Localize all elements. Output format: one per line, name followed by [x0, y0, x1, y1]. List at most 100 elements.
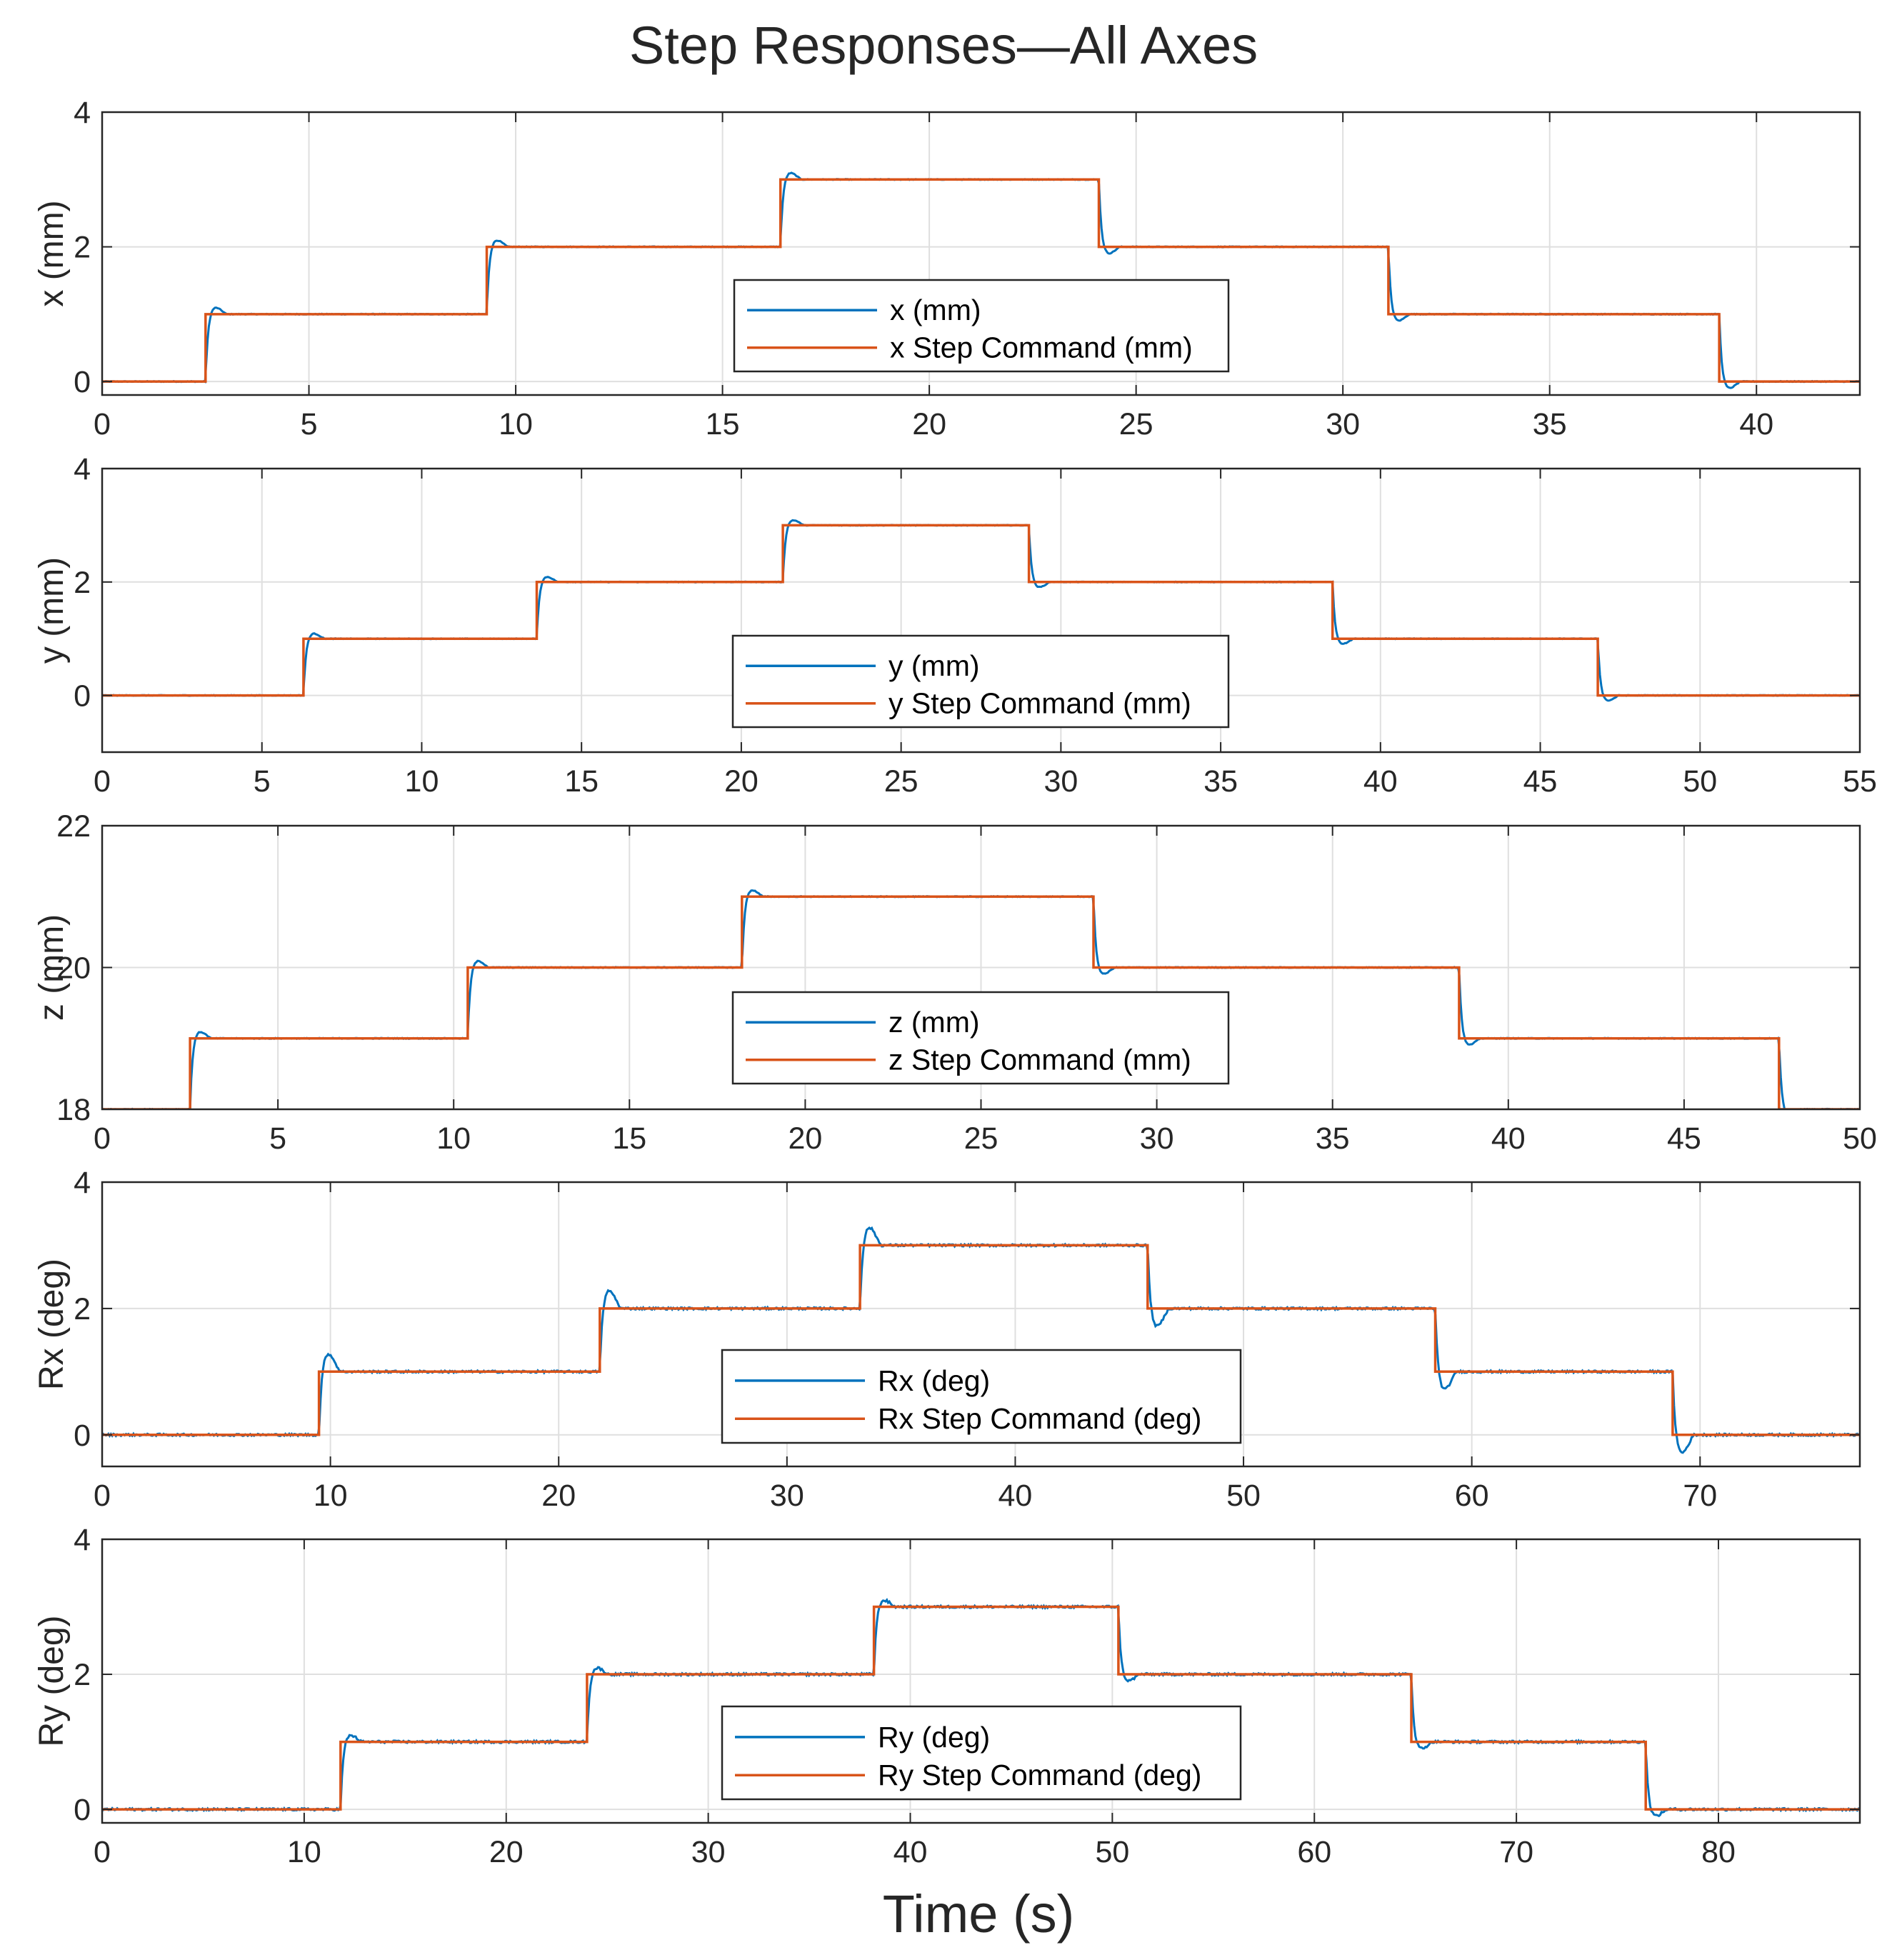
axes-box	[101, 467, 1861, 754]
y-tick-label: 18	[56, 1093, 91, 1127]
legend-label: Rx Step Command (deg)	[878, 1402, 1201, 1435]
x-tick-label: 30	[1326, 407, 1360, 441]
x-tick-label: 40	[1491, 1121, 1526, 1156]
legend: z (mm) z Step Command (mm)	[731, 991, 1230, 1085]
legend-label: y (mm)	[889, 649, 980, 682]
y-axis-label: z (mm)	[33, 914, 71, 1021]
axes-box	[101, 111, 1861, 396]
x-tick-label: 0	[94, 407, 111, 441]
x-tick-label: 0	[94, 1121, 111, 1156]
series-line-command	[102, 524, 1860, 697]
x-tick-label: 0	[94, 1835, 111, 1869]
x-tick-label: 35	[1203, 764, 1238, 799]
x-tick-label: 40	[998, 1479, 1033, 1513]
legend: Ry (deg) Ry Step Command (deg)	[721, 1705, 1242, 1801]
y-axis-label: Rx (deg)	[33, 1259, 71, 1390]
series-line-command	[102, 895, 1860, 1109]
x-tick-label: 70	[1499, 1835, 1533, 1869]
y-tick-label: 0	[74, 1419, 91, 1453]
legend-label: z Step Command (mm)	[889, 1044, 1191, 1076]
figure-title: Step Responses—All Axes	[629, 16, 1258, 75]
legend-label: Ry Step Command (deg)	[878, 1759, 1201, 1791]
series-line-command	[102, 1605, 1860, 1811]
y-tick-label: 2	[74, 1292, 91, 1326]
x-tick-label: 30	[770, 1479, 804, 1513]
y-tick-label: 4	[74, 1523, 91, 1557]
chart-panel-2: 0 5 10 15 20 25 30 35 40 45 50 55 0 2 4 y (mm) y (mm) y S…	[33, 452, 1877, 799]
x-tick-label: 5	[269, 1121, 286, 1156]
x-tick-label: 30	[691, 1835, 726, 1869]
legend-box	[731, 634, 1230, 729]
legend-label: x Step Command (mm)	[890, 331, 1193, 364]
x-tick-label: 50	[1683, 764, 1717, 799]
x-tick-label: 40	[1363, 764, 1398, 799]
y-tick-label: 0	[74, 679, 91, 714]
x-tick-label: 0	[94, 764, 111, 799]
axes-box	[101, 1538, 1861, 1824]
chart-panel-4: 0 10 20 30 40 50 60 70 0 2 4 Rx (deg) Rx (deg) Rx Ste…	[33, 1166, 1861, 1513]
chart-panel-1: 0 5 10 15 20 25 30 35 40 0 2 4 x (mm) x (mm) x Step Co…	[33, 96, 1861, 441]
x-tick-label: 20	[912, 407, 946, 441]
legend-label: Ry (deg)	[878, 1721, 990, 1754]
x-tick-label: 40	[1739, 407, 1773, 441]
x-tick-label: 10	[405, 764, 439, 799]
series-line-command	[102, 178, 1860, 383]
legend: x (mm) x Step Command (mm)	[733, 279, 1230, 373]
y-tick-label: 2	[74, 1658, 91, 1692]
x-tick-label: 20	[541, 1479, 576, 1513]
x-tick-label: 25	[1119, 407, 1153, 441]
x-tick-label: 70	[1683, 1479, 1717, 1513]
x-tick-label: 25	[884, 764, 919, 799]
x-tick-label: 35	[1533, 407, 1567, 441]
y-tick-label: 0	[74, 365, 91, 399]
x-tick-label: 10	[287, 1835, 321, 1869]
x-tick-label: 20	[489, 1835, 524, 1869]
legend: Rx (deg) Rx Step Command (deg)	[721, 1349, 1242, 1444]
y-axis-label: Ry (deg)	[33, 1615, 71, 1746]
legend-label: Rx (deg)	[878, 1364, 990, 1397]
x-tick-label: 5	[254, 764, 271, 799]
axes-box	[101, 1181, 1861, 1468]
legend-box	[721, 1349, 1242, 1444]
legend: y (mm) y Step Command (mm)	[731, 634, 1230, 729]
y-tick-label: 4	[74, 96, 91, 130]
x-tick-label: 15	[612, 1121, 646, 1156]
legend-box	[721, 1705, 1242, 1801]
x-tick-label: 30	[1043, 764, 1078, 799]
x-tick-label: 50	[1226, 1479, 1261, 1513]
x-tick-label: 60	[1455, 1479, 1489, 1513]
x-tick-label: 20	[724, 764, 759, 799]
x-tick-label: 15	[564, 764, 599, 799]
y-tick-label: 4	[74, 452, 91, 486]
x-tick-label: 25	[964, 1121, 998, 1156]
x-tick-label: 30	[1140, 1121, 1174, 1156]
y-axis-label: y (mm)	[33, 557, 71, 664]
x-tick-label: 15	[706, 407, 740, 441]
y-tick-label: 20	[56, 951, 91, 986]
chart-panel-5: 0 10 20 30 40 50 60 70 80 0 2 4 Ry (deg) Ry (deg) Ry S…	[33, 1523, 1861, 1869]
y-tick-label: 2	[74, 231, 91, 265]
legend-box	[733, 279, 1230, 373]
y-tick-label: 22	[56, 809, 91, 844]
legend-box	[731, 991, 1230, 1085]
x-tick-label: 40	[894, 1835, 928, 1869]
x-tick-label: 45	[1523, 764, 1558, 799]
x-tick-label: 0	[94, 1479, 111, 1513]
figure-x-axis-label: Time (s)	[882, 1884, 1075, 1944]
x-tick-label: 10	[436, 1121, 471, 1156]
legend-label: z (mm)	[889, 1006, 980, 1039]
x-tick-label: 55	[1843, 764, 1877, 799]
x-tick-label: 60	[1297, 1835, 1331, 1869]
y-tick-label: 0	[74, 1793, 91, 1827]
x-tick-label: 10	[499, 407, 533, 441]
y-tick-label: 2	[74, 566, 91, 600]
legend-label: x (mm)	[890, 294, 981, 326]
y-tick-label: 4	[74, 1166, 91, 1200]
x-tick-label: 50	[1095, 1835, 1129, 1869]
x-tick-label: 20	[788, 1121, 822, 1156]
x-tick-label: 35	[1316, 1121, 1350, 1156]
legend-label: y Step Command (mm)	[889, 687, 1191, 720]
y-axis-label: x (mm)	[33, 200, 71, 306]
